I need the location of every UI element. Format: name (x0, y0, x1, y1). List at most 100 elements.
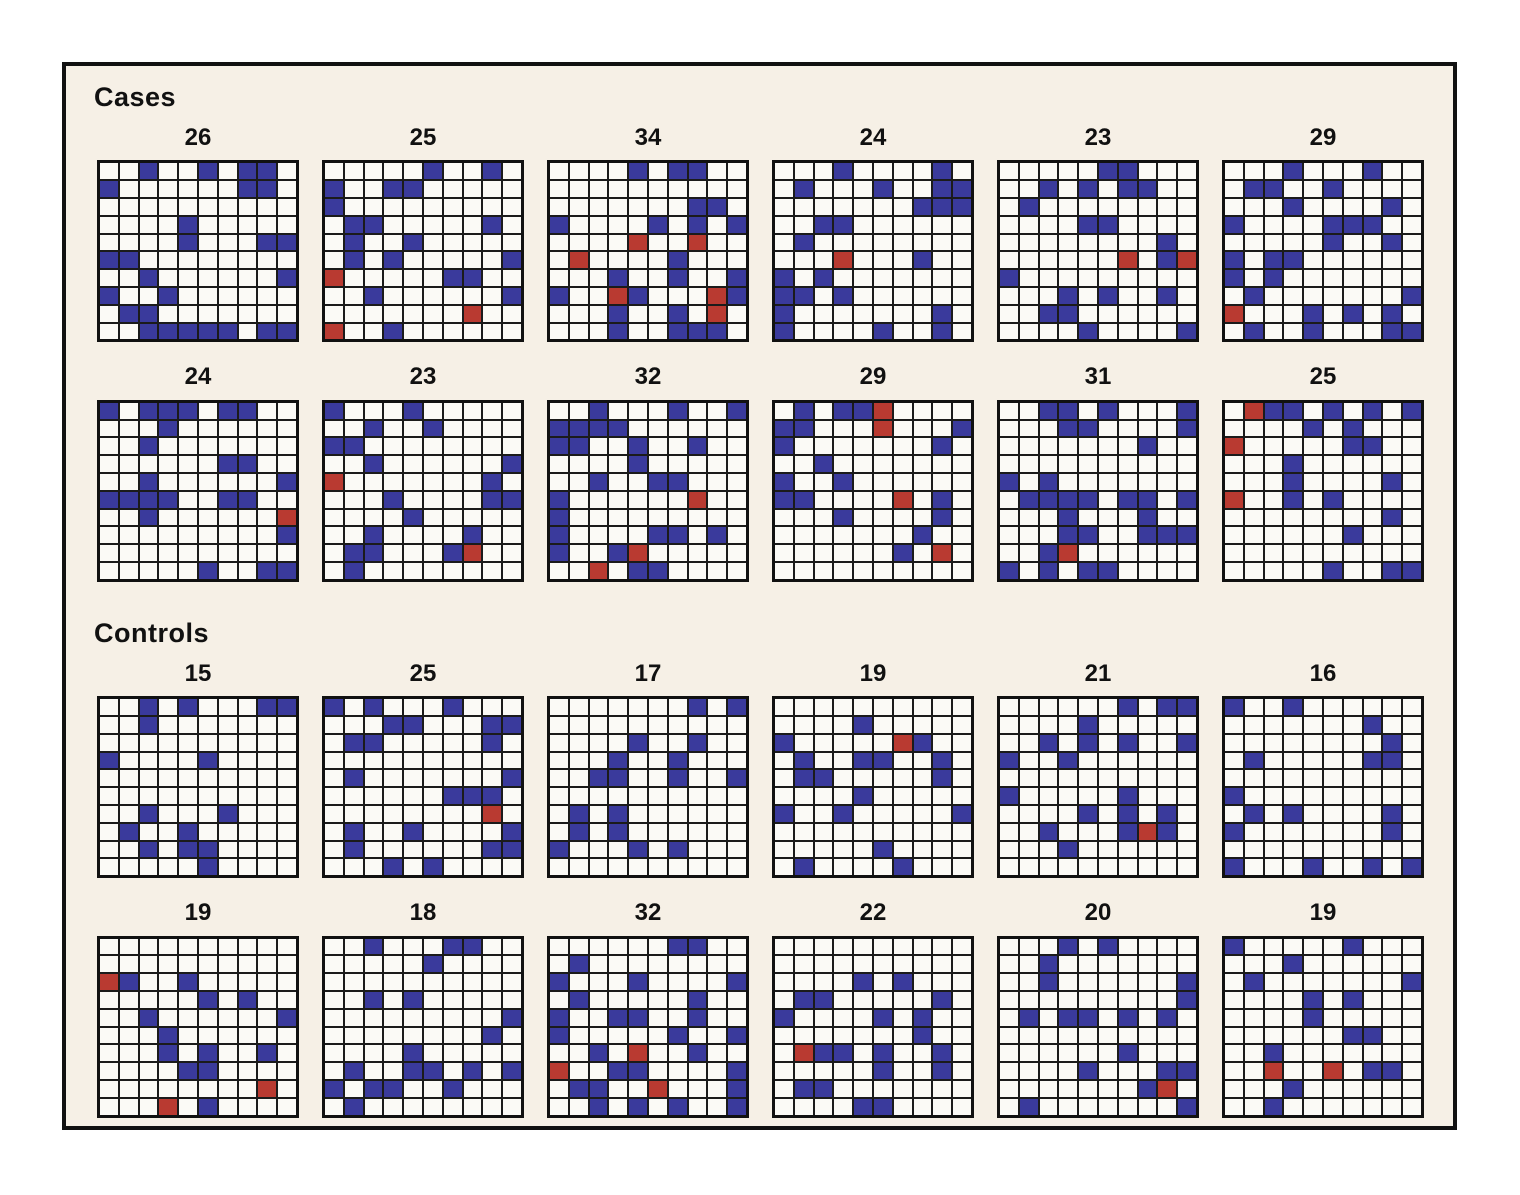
grid-cell-empty (1225, 1098, 1243, 1115)
grid-cell-empty (344, 181, 363, 197)
grid-cell-blue (1000, 270, 1018, 286)
grid-cell-empty (629, 859, 647, 876)
grid-cell-empty (483, 323, 502, 340)
grid-cell-empty (139, 823, 158, 840)
grid-cell-empty (1158, 991, 1177, 1008)
grid-cell-empty (648, 788, 667, 804)
case-grid (322, 935, 524, 1118)
grid-cell-blue (443, 270, 462, 286)
grid-cell-empty (325, 420, 343, 437)
grid-cell-empty (1019, 974, 1038, 990)
grid-cell-empty (384, 805, 403, 822)
grid-cell-empty (258, 1063, 277, 1079)
grid-cell-blue (1138, 438, 1157, 455)
grid-count-label: 19 (184, 899, 212, 927)
grid-cell-empty (1264, 974, 1283, 990)
grid-cell-empty (218, 841, 237, 858)
grid-cell-empty (1138, 1009, 1157, 1026)
grid-cell-empty (278, 752, 296, 769)
grid-cell-empty (1138, 716, 1157, 733)
grid-cell-empty (443, 1045, 462, 1062)
grid-cell-empty (423, 305, 442, 322)
grid-cell-empty (1079, 823, 1097, 840)
grid-cell-blue (728, 1098, 746, 1115)
grid-cell-empty (1383, 181, 1402, 197)
grid-cell-empty (834, 562, 853, 579)
grid-cell-empty (100, 805, 118, 822)
grid-cell-empty (1000, 181, 1018, 197)
grid-cell-empty (1244, 1045, 1263, 1062)
grid-cell-empty (443, 473, 462, 490)
grid-cell-empty (794, 163, 813, 180)
grid-cell-empty (218, 938, 237, 955)
grid-cell-empty (668, 1009, 687, 1026)
grid-cell-empty (1323, 420, 1342, 437)
grid-cell-empty (278, 956, 296, 973)
grid-cell-empty (1225, 1009, 1243, 1026)
grid-cell-empty (1225, 752, 1243, 769)
grid-cell-empty (404, 305, 422, 322)
grid-block: 16 (1222, 653, 1424, 879)
grid-cell-empty (854, 770, 872, 787)
grid-cell-empty (423, 473, 442, 490)
grid-cell-red (893, 491, 912, 508)
grid-cell-empty (344, 456, 363, 472)
grid-cell-empty (913, 545, 932, 561)
grid-cell-empty (1264, 752, 1283, 769)
grid-cell-empty (933, 734, 952, 751)
grid-cell-empty (384, 509, 403, 526)
grid-cell-blue (1383, 198, 1402, 215)
grid-cell-blue (1118, 823, 1137, 840)
grid-cell-empty (179, 252, 197, 269)
grid-cell-blue (609, 323, 628, 340)
grid-cell-empty (258, 1027, 277, 1044)
grid-cell-blue (609, 770, 628, 787)
grid-cell-empty (1039, 198, 1058, 215)
grid-cell-empty (1059, 323, 1078, 340)
grid-cell-blue (278, 234, 296, 251)
grid-cell-empty (688, 420, 707, 437)
grid-cell-empty (218, 770, 237, 787)
grid-cell-empty (834, 716, 853, 733)
grid-cell-empty (404, 420, 422, 437)
grid-cell-empty (1225, 163, 1243, 180)
grid-cell-empty (893, 823, 912, 840)
grid-cell-empty (1225, 734, 1243, 751)
grid-cell-blue (1098, 402, 1117, 419)
grid-cell-empty (1000, 974, 1018, 990)
grid-cell-blue (933, 163, 952, 180)
grid-block: 19 (772, 653, 974, 879)
grid-cell-empty (629, 527, 647, 544)
grid-cell-empty (384, 402, 403, 419)
grid-cell-empty (1178, 788, 1196, 804)
grid-cell-empty (1000, 198, 1018, 215)
grid-cell-blue (953, 181, 971, 197)
grid-cell-empty (1098, 438, 1117, 455)
grid-cell-empty (1323, 509, 1342, 526)
grid-cell-blue (893, 545, 912, 561)
grid-cell-empty (1178, 1009, 1196, 1026)
grid-cell-empty (1039, 438, 1058, 455)
grid-cell-empty (569, 473, 588, 490)
grid-cell-empty (198, 420, 217, 437)
grid-cell-empty (483, 527, 502, 544)
grid-cell-empty (384, 841, 403, 858)
grid-cell-empty (873, 562, 892, 579)
grid-cell-empty (384, 1098, 403, 1115)
grid-cell-blue (384, 716, 403, 733)
grid-cell-empty (668, 991, 687, 1008)
grid-cell-empty (1158, 509, 1177, 526)
grid-cell-empty (708, 823, 727, 840)
grid-cell-empty (648, 163, 667, 180)
grid-block: 32 (547, 356, 749, 582)
grid-cell-empty (384, 823, 403, 840)
grid-cell-blue (708, 527, 727, 544)
grid-block: 20 (997, 892, 1199, 1118)
grid-cell-empty (404, 562, 422, 579)
grid-cell-empty (569, 287, 588, 304)
grid-cell-empty (1264, 562, 1283, 579)
grid-cell-empty (668, 823, 687, 840)
grid-cell-empty (873, 1027, 892, 1044)
grid-cell-empty (1059, 562, 1078, 579)
grid-cell-empty (119, 788, 138, 804)
